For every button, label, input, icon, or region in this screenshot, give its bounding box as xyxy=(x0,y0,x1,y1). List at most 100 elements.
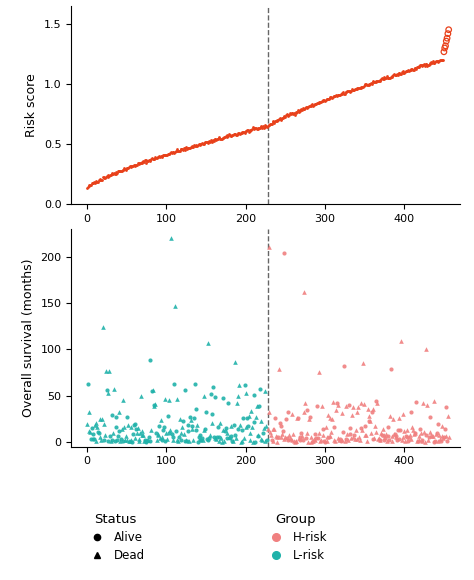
Point xyxy=(247,125,255,134)
Point xyxy=(314,99,321,108)
Point xyxy=(234,425,241,434)
Point xyxy=(263,422,270,431)
Point xyxy=(244,126,251,135)
Point xyxy=(384,74,392,83)
Point xyxy=(117,436,124,445)
Point xyxy=(331,91,339,100)
Point xyxy=(88,179,96,188)
Point xyxy=(401,67,409,77)
Point xyxy=(428,57,435,67)
Point xyxy=(89,429,96,438)
Point xyxy=(200,426,207,435)
Point xyxy=(145,432,153,441)
Point xyxy=(293,107,301,117)
Point xyxy=(279,426,287,436)
Point xyxy=(210,135,217,144)
Point xyxy=(207,135,215,144)
Point xyxy=(198,139,206,148)
Point xyxy=(416,62,423,71)
Point xyxy=(225,129,233,139)
Point xyxy=(318,96,326,106)
Point xyxy=(259,429,267,438)
Point xyxy=(350,85,357,95)
Point xyxy=(362,79,369,89)
Point xyxy=(287,110,295,119)
Point xyxy=(390,70,398,79)
Point xyxy=(203,137,210,147)
Point xyxy=(389,71,396,81)
Point xyxy=(173,147,181,156)
Point xyxy=(284,436,292,445)
Point xyxy=(193,420,201,430)
Point xyxy=(123,413,130,422)
Point xyxy=(365,79,373,89)
Point xyxy=(134,424,142,433)
Point xyxy=(353,84,360,93)
Point xyxy=(286,109,294,118)
Point xyxy=(327,94,334,103)
Point xyxy=(235,392,242,401)
Point xyxy=(365,412,373,421)
Point xyxy=(267,430,275,440)
Point xyxy=(124,436,131,445)
Point xyxy=(333,91,341,100)
Point xyxy=(177,144,184,154)
Point xyxy=(405,67,413,76)
Point xyxy=(94,177,102,186)
Point xyxy=(361,81,368,90)
Point xyxy=(229,130,237,140)
Point xyxy=(288,435,295,444)
Point xyxy=(85,408,92,417)
Point xyxy=(238,128,246,137)
Point xyxy=(324,95,332,104)
Point xyxy=(383,436,391,445)
Point xyxy=(137,158,145,168)
Point xyxy=(438,432,446,441)
Point xyxy=(386,411,394,420)
Point xyxy=(355,84,363,93)
Point xyxy=(330,92,337,101)
Point xyxy=(385,435,393,444)
Point xyxy=(174,436,182,445)
Point xyxy=(214,134,222,143)
Legend: H-risk, L-risk: H-risk, L-risk xyxy=(260,508,332,567)
Point xyxy=(324,410,332,419)
Point xyxy=(199,140,207,149)
Point xyxy=(240,434,248,443)
Point xyxy=(432,57,440,66)
Point xyxy=(317,97,325,107)
Point xyxy=(240,127,248,136)
Point xyxy=(117,434,125,444)
Point xyxy=(251,390,258,400)
Point xyxy=(198,433,206,443)
Point xyxy=(205,137,213,146)
Point xyxy=(382,430,390,439)
Point xyxy=(207,390,215,399)
Point xyxy=(242,126,249,136)
Point xyxy=(388,72,395,81)
Point xyxy=(367,429,375,438)
Point xyxy=(400,409,407,419)
Point xyxy=(147,154,155,164)
Point xyxy=(377,429,385,438)
Point xyxy=(364,80,372,89)
Point xyxy=(370,433,378,442)
Point xyxy=(180,430,188,439)
Point xyxy=(413,437,421,446)
Point xyxy=(336,434,344,443)
Point xyxy=(192,141,200,150)
Point xyxy=(249,122,256,132)
Point xyxy=(343,87,350,96)
Point xyxy=(356,83,364,92)
Point xyxy=(320,95,328,104)
Point xyxy=(91,177,98,187)
Point xyxy=(280,248,287,258)
Point xyxy=(409,422,416,432)
Point xyxy=(298,106,306,115)
Point xyxy=(156,434,164,443)
Point xyxy=(352,425,360,434)
Point xyxy=(227,132,234,141)
Point xyxy=(146,436,154,445)
Point xyxy=(265,120,273,129)
Point xyxy=(158,436,166,445)
